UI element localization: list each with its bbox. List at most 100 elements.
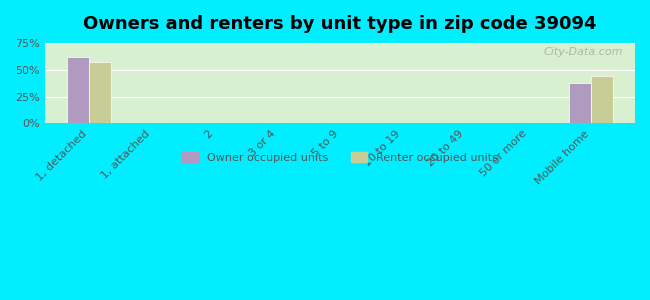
Bar [45,43,635,79]
Bar [45,43,635,70]
Bar [45,43,635,78]
Bar [45,43,635,62]
Bar [45,43,635,85]
Bar [45,44,635,115]
Bar [45,44,635,111]
Bar [45,44,635,91]
Bar [45,44,635,101]
Bar [45,43,635,60]
Legend: Owner occupied units, Renter occupied units: Owner occupied units, Renter occupied un… [177,148,502,168]
Bar [45,44,635,122]
Bar [45,44,635,118]
Bar [45,43,635,64]
Bar [45,44,635,95]
Text: City-Data.com: City-Data.com [543,47,623,57]
Bar [45,43,635,89]
Bar [45,44,635,94]
Bar [45,43,635,65]
Bar [45,44,635,98]
Bar [45,44,635,107]
Bar [45,44,635,109]
Bar [45,44,635,93]
Bar [45,44,635,106]
Bar [45,44,635,114]
Bar [45,44,635,123]
Bar [45,43,635,68]
Bar [45,43,635,63]
Bar [45,43,635,83]
Bar [45,43,635,53]
Bar [569,82,591,123]
Bar [45,43,635,57]
Bar [45,43,635,46]
Bar [45,43,635,75]
Bar [45,43,635,84]
Bar [45,44,635,103]
Bar [45,44,635,122]
Bar [45,44,635,116]
Bar [45,44,635,96]
Bar [45,44,635,121]
Bar [45,43,635,48]
Bar [45,43,635,86]
Bar [45,43,635,61]
Bar [45,44,635,106]
Bar [45,43,635,89]
Bar [45,43,635,69]
Bar [45,44,635,115]
Bar [45,44,635,110]
Bar [45,43,635,80]
Bar [45,44,635,98]
Bar [45,43,635,54]
Bar [45,43,635,59]
Bar [45,43,635,62]
Bar [45,43,635,52]
Bar [45,43,635,72]
Bar [45,43,635,82]
Bar [45,44,635,92]
Bar [45,43,635,77]
Bar [45,43,635,73]
Bar [45,43,635,71]
Bar [45,43,635,55]
Bar [45,43,635,87]
Bar [45,44,635,110]
Bar [45,43,635,67]
Bar [45,44,635,99]
Bar [45,43,635,44]
Bar [45,44,635,94]
Bar [45,43,635,64]
Title: Owners and renters by unit type in zip code 39094: Owners and renters by unit type in zip c… [83,15,597,33]
Bar [45,43,635,51]
Bar [45,44,635,118]
Bar [45,43,635,49]
Bar [45,43,635,56]
Bar [45,44,635,102]
Bar [45,43,635,45]
Bar [45,43,635,74]
Bar [45,43,635,76]
Bar [45,44,635,105]
Bar [45,44,635,102]
Bar [45,44,635,113]
Bar [45,43,635,50]
Bar [45,43,635,74]
Bar [45,44,635,120]
Bar [45,43,635,77]
Bar [45,43,635,58]
Bar [45,44,635,108]
Bar [45,43,635,81]
Bar [45,44,635,97]
Bar [45,43,635,47]
Bar [45,44,635,119]
Bar [45,43,635,49]
Bar [45,44,635,117]
Bar [45,44,635,104]
Bar [45,43,635,86]
Bar [591,76,613,123]
Bar [45,43,635,57]
Bar [45,44,635,90]
Bar [45,43,635,44]
Bar [45,43,635,66]
Bar [45,44,635,112]
